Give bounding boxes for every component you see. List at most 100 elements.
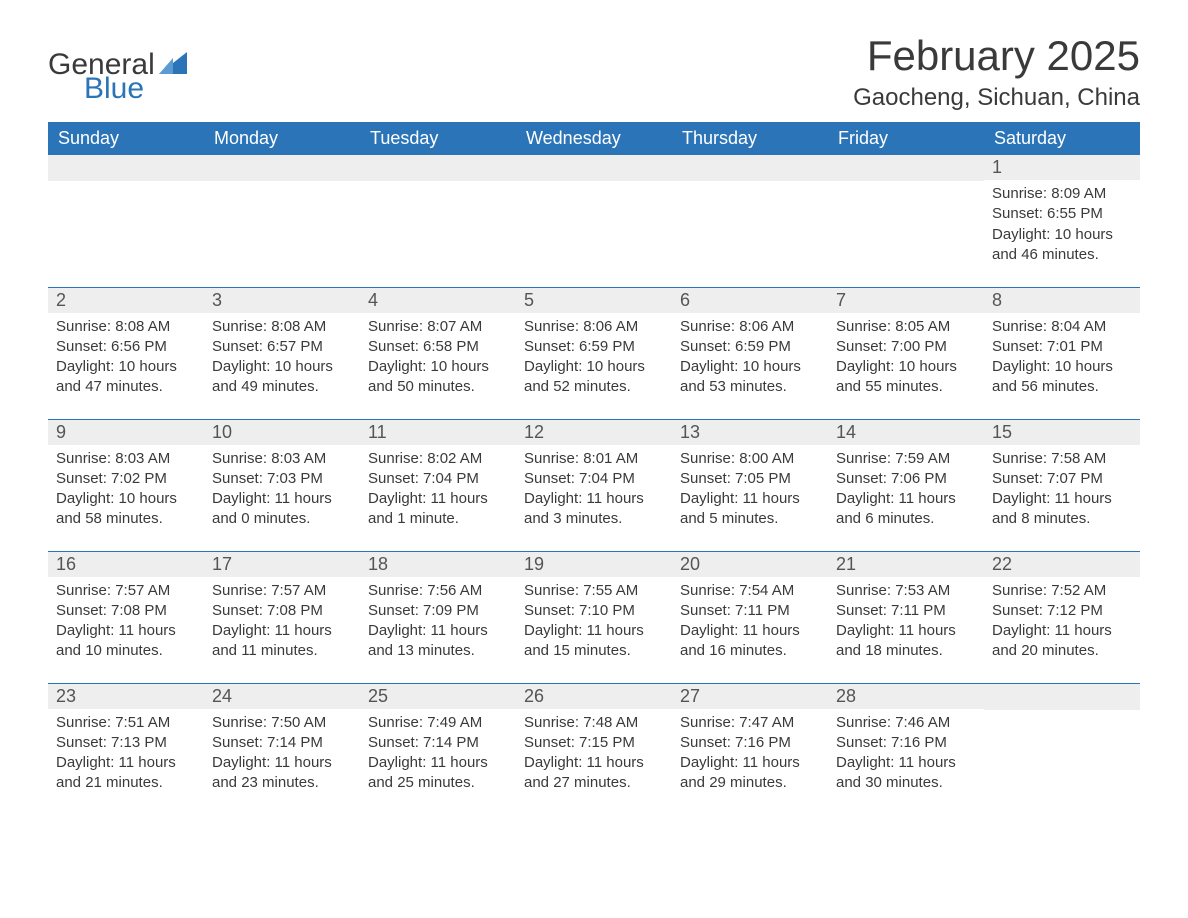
daylight-text: Daylight: 10 hours and 49 minutes. [212,357,352,398]
daylight-text: Daylight: 11 hours and 23 minutes. [212,753,352,794]
sunset-text: Sunset: 7:01 PM [992,337,1132,357]
day-info: Sunrise: 7:55 AMSunset: 7:10 PMDaylight:… [516,577,672,670]
calendar-day-cell [828,155,984,287]
sunset-text: Sunset: 7:11 PM [680,601,820,621]
daylight-text: Daylight: 11 hours and 25 minutes. [368,753,508,794]
day-number: 3 [204,288,360,313]
sunset-text: Sunset: 7:06 PM [836,469,976,489]
day-info: Sunrise: 8:06 AMSunset: 6:59 PMDaylight:… [516,313,672,406]
daylight-text: Daylight: 11 hours and 11 minutes. [212,621,352,662]
sunrise-text: Sunrise: 7:53 AM [836,581,976,601]
calendar-week-row: 1Sunrise: 8:09 AMSunset: 6:55 PMDaylight… [48,155,1140,287]
day-info: Sunrise: 8:00 AMSunset: 7:05 PMDaylight:… [672,445,828,538]
calendar-day-cell: 22Sunrise: 7:52 AMSunset: 7:12 PMDayligh… [984,551,1140,683]
day-number: 5 [516,288,672,313]
day-number: 1 [984,155,1140,180]
daylight-text: Daylight: 11 hours and 3 minutes. [524,489,664,530]
weekday-header: Saturday [984,122,1140,155]
calendar-day-cell [48,155,204,287]
logo-sail-icon [159,52,187,79]
day-number: 15 [984,420,1140,445]
calendar-day-cell: 9Sunrise: 8:03 AMSunset: 7:02 PMDaylight… [48,419,204,551]
calendar-day-cell: 23Sunrise: 7:51 AMSunset: 7:13 PMDayligh… [48,683,204,815]
day-number: 9 [48,420,204,445]
daylight-text: Daylight: 10 hours and 52 minutes. [524,357,664,398]
day-number [48,155,204,181]
calendar-day-cell: 13Sunrise: 8:00 AMSunset: 7:05 PMDayligh… [672,419,828,551]
sunrise-text: Sunrise: 7:48 AM [524,713,664,733]
daylight-text: Daylight: 11 hours and 15 minutes. [524,621,664,662]
day-number: 11 [360,420,516,445]
daylight-text: Daylight: 11 hours and 16 minutes. [680,621,820,662]
sunset-text: Sunset: 6:59 PM [680,337,820,357]
sunset-text: Sunset: 6:55 PM [992,204,1132,224]
weekday-header: Friday [828,122,984,155]
day-number: 18 [360,552,516,577]
day-info: Sunrise: 7:51 AMSunset: 7:13 PMDaylight:… [48,709,204,802]
day-number [828,155,984,181]
sunset-text: Sunset: 7:04 PM [368,469,508,489]
day-number: 10 [204,420,360,445]
sunrise-text: Sunrise: 7:51 AM [56,713,196,733]
day-info: Sunrise: 7:57 AMSunset: 7:08 PMDaylight:… [48,577,204,670]
month-title: February 2025 [853,32,1140,80]
daylight-text: Daylight: 11 hours and 27 minutes. [524,753,664,794]
daylight-text: Daylight: 11 hours and 18 minutes. [836,621,976,662]
sunrise-text: Sunrise: 7:56 AM [368,581,508,601]
calendar-day-cell: 3 Sunrise: 8:08 AMSunset: 6:57 PMDaylight… [204,287,360,419]
sunrise-text: Sunrise: 8:08 AM [212,317,352,337]
day-info: Sunrise: 7:59 AMSunset: 7:06 PMDaylight:… [828,445,984,538]
day-number: 4 [360,288,516,313]
sunset-text: Sunset: 7:14 PM [368,733,508,753]
calendar-day-cell: 25 Sunrise: 7:49 AMSunset: 7:14 PMDayligh… [360,683,516,815]
day-info: Sunrise: 7:58 AMSunset: 7:07 PMDaylight:… [984,445,1140,538]
day-info: Sunrise: 7:56 AMSunset: 7:09 PMDaylight:… [360,577,516,670]
sunrise-text: Sunrise: 7:58 AM [992,449,1132,469]
day-number: 24 [204,684,360,709]
day-number: 6 [672,288,828,313]
calendar-table: SundayMondayTuesdayWednesdayThursdayFrid… [48,122,1140,815]
day-number: 25 [360,684,516,709]
sunrise-text: Sunrise: 8:03 AM [212,449,352,469]
calendar-week-row: 16Sunrise: 7:57 AMSunset: 7:08 PMDayligh… [48,551,1140,683]
sunset-text: Sunset: 7:05 PM [680,469,820,489]
day-number: 27 [672,684,828,709]
weekday-header: Thursday [672,122,828,155]
sunrise-text: Sunrise: 7:46 AM [836,713,976,733]
sunrise-text: Sunrise: 8:08 AM [56,317,196,337]
weekday-header: Wednesday [516,122,672,155]
sunset-text: Sunset: 7:09 PM [368,601,508,621]
calendar-week-row: 2Sunrise: 8:08 AMSunset: 6:56 PMDaylight… [48,287,1140,419]
calendar-day-cell: 18Sunrise: 7:56 AMSunset: 7:09 PMDayligh… [360,551,516,683]
sunset-text: Sunset: 7:10 PM [524,601,664,621]
header: General Blue February 2025 Gaocheng, Sic… [48,32,1140,112]
daylight-text: Daylight: 11 hours and 29 minutes. [680,753,820,794]
logo: General Blue [48,32,187,106]
calendar-day-cell: 17Sunrise: 7:57 AMSunset: 7:08 PMDayligh… [204,551,360,683]
calendar-day-cell [516,155,672,287]
day-info: Sunrise: 7:57 AMSunset: 7:08 PMDaylight:… [204,577,360,670]
day-number [204,155,360,181]
daylight-text: Daylight: 11 hours and 6 minutes. [836,489,976,530]
calendar-day-cell: 14Sunrise: 7:59 AMSunset: 7:06 PMDayligh… [828,419,984,551]
sunset-text: Sunset: 7:12 PM [992,601,1132,621]
calendar-day-cell: 1Sunrise: 8:09 AMSunset: 6:55 PMDaylight… [984,155,1140,287]
calendar-day-cell: 8Sunrise: 8:04 AMSunset: 7:01 PMDaylight… [984,287,1140,419]
sunset-text: Sunset: 6:57 PM [212,337,352,357]
day-number: 12 [516,420,672,445]
day-info: Sunrise: 8:07 AMSunset: 6:58 PMDaylight:… [360,313,516,406]
sunrise-text: Sunrise: 7:55 AM [524,581,664,601]
sunrise-text: Sunrise: 7:49 AM [368,713,508,733]
sunset-text: Sunset: 7:03 PM [212,469,352,489]
sunrise-text: Sunrise: 7:50 AM [212,713,352,733]
sunrise-text: Sunrise: 8:06 AM [680,317,820,337]
sunrise-text: Sunrise: 8:06 AM [524,317,664,337]
calendar-day-cell: 5Sunrise: 8:06 AMSunset: 6:59 PMDaylight… [516,287,672,419]
day-number [360,155,516,181]
day-info: Sunrise: 8:04 AMSunset: 7:01 PMDaylight:… [984,313,1140,406]
sunrise-text: Sunrise: 7:57 AM [212,581,352,601]
sunset-text: Sunset: 7:07 PM [992,469,1132,489]
sunset-text: Sunset: 7:04 PM [524,469,664,489]
day-number [516,155,672,181]
calendar-week-row: 9Sunrise: 8:03 AMSunset: 7:02 PMDaylight… [48,419,1140,551]
